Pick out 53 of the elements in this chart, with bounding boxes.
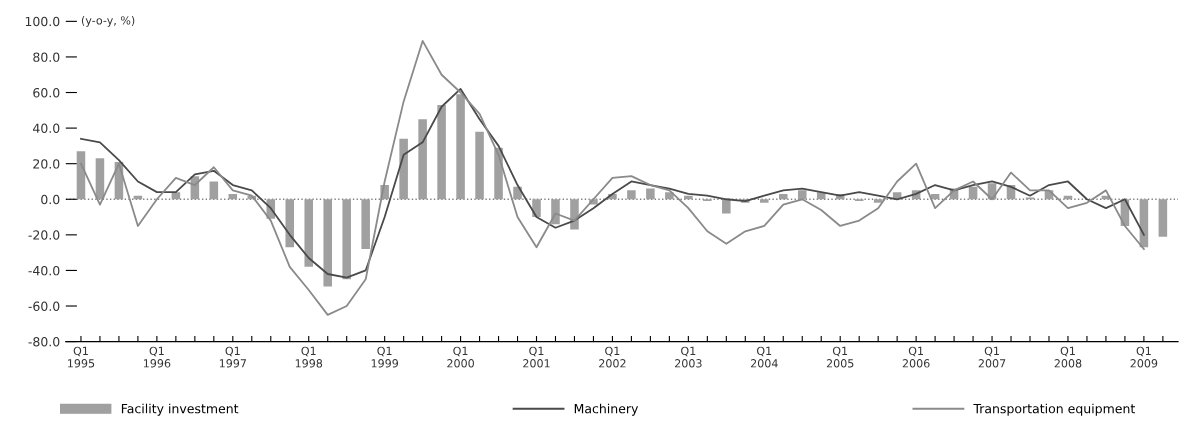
y-tick-label: 100.0: [25, 16, 60, 27]
y-tick-label: -20.0: [28, 230, 60, 240]
bar: [304, 199, 314, 267]
bar: [399, 138, 408, 200]
bar: [722, 199, 731, 214]
y-tick-label: 20.0: [33, 159, 60, 169]
bar: [684, 195, 693, 200]
bar: [778, 193, 788, 200]
bar: [532, 199, 541, 218]
y-tick-label: -60.0: [28, 301, 60, 311]
x-tick-label: Q1 1998: [295, 346, 323, 368]
x-tick-label: Q1 2006: [902, 346, 930, 368]
y-tick-label: 60.0: [33, 87, 60, 98]
y-tick-label: -40.0: [28, 265, 60, 276]
y-tick-label: -80.0: [28, 337, 60, 347]
x-tick-label: Q1 2008: [1054, 346, 1082, 368]
y-tick-label: 80.0: [33, 52, 60, 62]
x-tick-label: Q1 2002: [599, 346, 626, 368]
bar: [873, 199, 883, 203]
bar: [456, 94, 465, 200]
legend-label: Facility investment: [121, 403, 239, 416]
bar: [209, 181, 219, 200]
bar: [627, 190, 636, 200]
x-tick-label: Q1 2007: [978, 346, 1006, 368]
x-tick-label: Q1 2004: [750, 346, 778, 368]
bar: [760, 199, 769, 203]
line-series: [80, 88, 1145, 279]
x-tick-label: Q1 1999: [371, 346, 399, 368]
bar: [475, 131, 484, 200]
bar: [1158, 199, 1168, 237]
y-tick-label: 0.0: [41, 194, 60, 205]
bar: [418, 119, 427, 200]
legend-label: Transportation equipment: [973, 403, 1135, 416]
x-tick-label: Q1 1997: [219, 346, 246, 368]
x-tick-label: Q1 2009: [1130, 346, 1158, 368]
x-tick-label: Q1 2005: [826, 346, 854, 368]
bar: [646, 188, 655, 200]
x-tick-label: Q1 2000: [447, 346, 474, 368]
bar: [968, 186, 978, 200]
bar: [361, 199, 370, 250]
bar: [95, 158, 105, 200]
x-tick-label: Q1 1996: [143, 346, 171, 368]
bar: [323, 199, 332, 287]
bar: [285, 199, 295, 248]
bar: [342, 199, 351, 280]
bar: [797, 190, 807, 200]
bar: [437, 104, 446, 200]
y-tick-label: 40.0: [33, 123, 60, 134]
x-tick-label: Q1 1995: [68, 346, 95, 368]
y-axis-title: (y-o-y, %): [81, 15, 135, 27]
x-tick-label: Q1 2001: [523, 346, 550, 368]
legend-label: Machinery: [574, 403, 639, 416]
x-tick-label: Q1 2003: [675, 346, 702, 368]
